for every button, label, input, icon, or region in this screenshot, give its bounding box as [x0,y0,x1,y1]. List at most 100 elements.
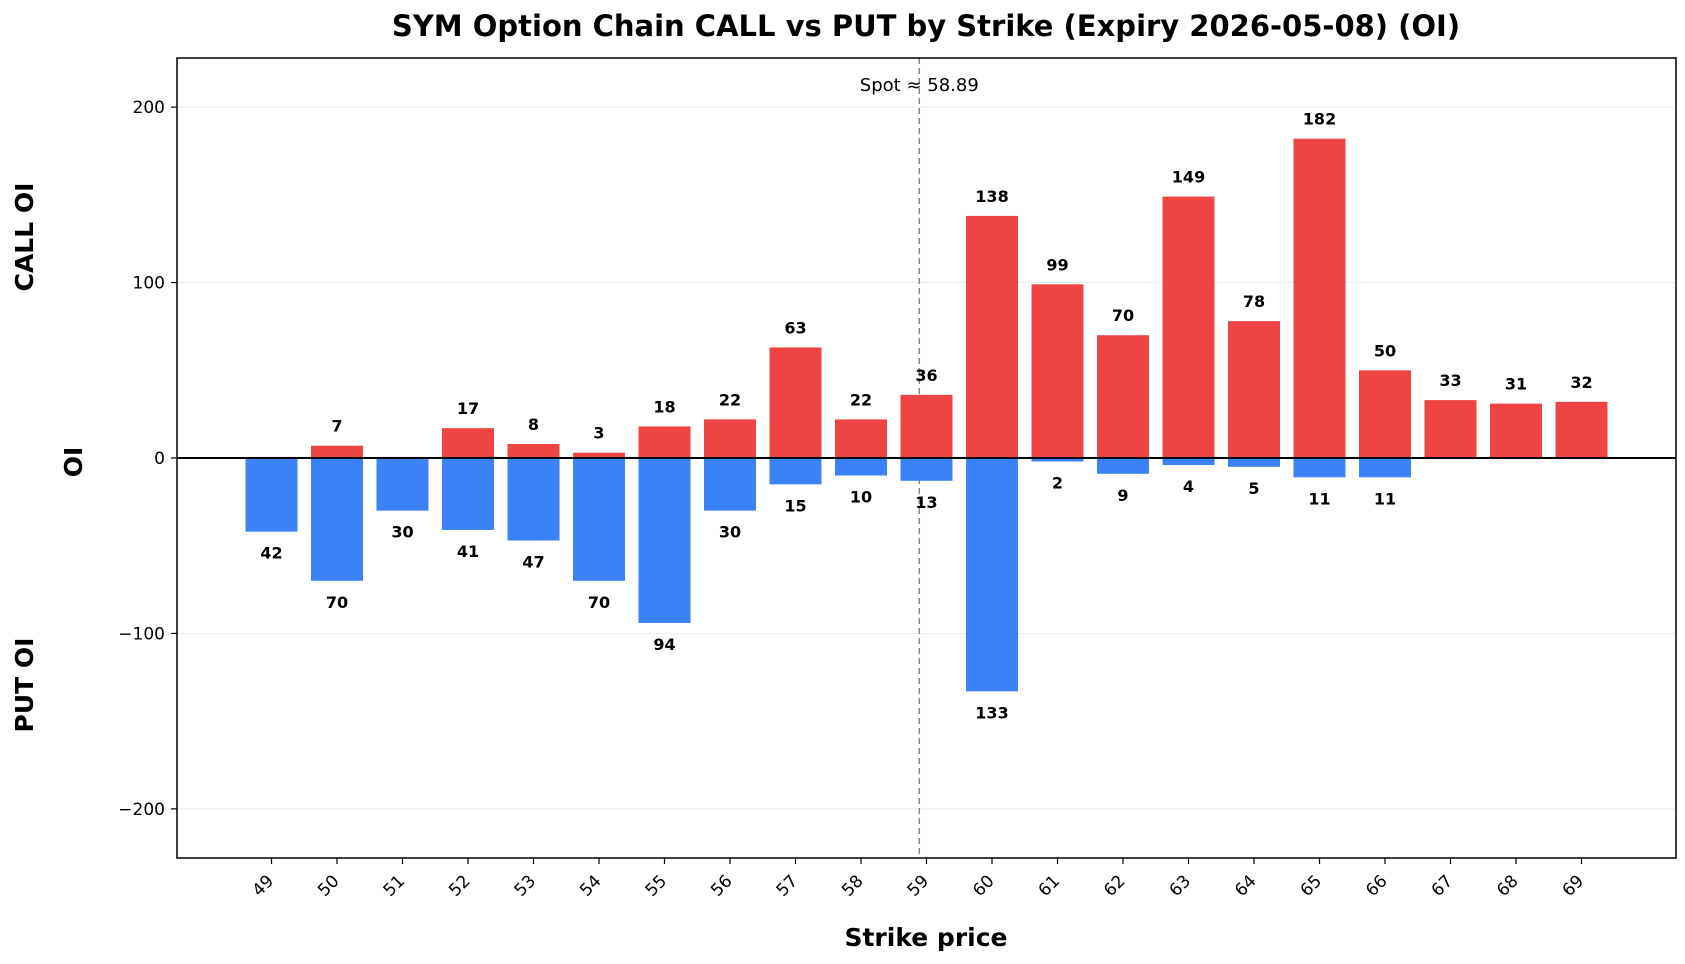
put-value-label: 11 [1374,489,1396,508]
y-tick-label: 100 [133,274,165,294]
call-bar [835,419,887,458]
call-value-label: 8 [528,415,539,434]
x-tick-label: 55 [642,871,671,900]
x-tick-label: 67 [1428,871,1457,900]
call-value-label: 63 [784,318,806,337]
x-tick-label: 63 [1166,871,1195,900]
call-value-label: 7 [331,417,342,436]
call-bar [1031,284,1084,458]
put-bar [442,458,494,530]
call-value-label: 36 [915,366,937,385]
x-tick-label: 54 [576,871,605,900]
put-value-label: 70 [326,593,348,612]
put-value-label: 42 [260,544,282,563]
call-bar [769,347,822,458]
put-bar [769,458,822,485]
call-bar [1293,138,1346,458]
put-value-label: 30 [719,523,741,542]
x-tick-label: 57 [773,871,802,900]
call-value-label: 70 [1112,306,1134,325]
put-value-label: 94 [653,635,675,654]
y-tick-label: 200 [133,98,165,118]
call-bar [1162,196,1215,458]
call-bar [1490,403,1542,458]
call-value-label: 149 [1172,168,1205,187]
bars [245,138,1608,692]
put-bar [638,458,691,623]
put-bar [835,458,887,476]
put-bar [1097,458,1149,474]
put-bar [1162,458,1215,466]
put-value-label: 15 [784,496,806,515]
call-bar [966,215,1018,458]
call-value-label: 182 [1303,110,1336,129]
call-value-label: 22 [719,390,741,409]
x-axis-title: Strike price [844,923,1007,952]
put-value-label: 133 [975,703,1008,722]
call-value-label: 3 [593,424,604,443]
y-tick-label: −200 [118,800,165,820]
x-tick-label: 59 [904,871,933,900]
x-tick-label: 53 [511,871,540,900]
chart-title: SYM Option Chain CALL vs PUT by Strike (… [392,9,1460,43]
call-bar [311,445,363,458]
call-bar [442,428,494,458]
put-bar [245,458,298,532]
x-tick-label: 56 [707,871,736,900]
put-bar [1228,458,1280,467]
call-value-label: 18 [653,397,675,416]
call-value-label: 32 [1570,373,1592,392]
call-value-label: 99 [1046,255,1068,274]
put-value-label: 11 [1308,489,1330,508]
x-tick-label: 65 [1297,871,1326,900]
call-bar [638,426,691,458]
put-value-label: 13 [915,493,937,512]
call-bar [900,394,953,458]
x-tick-label: 64 [1231,871,1260,900]
put-value-label: 30 [391,523,413,542]
x-tick-label: 52 [445,871,474,900]
x-tick-label: 51 [380,871,409,900]
put-value-label: 10 [850,488,872,507]
x-tick-label: 68 [1493,871,1522,900]
put-bar [376,458,429,511]
put-bar [507,458,560,541]
put-value-label: 4 [1183,477,1194,496]
call-bar [507,443,560,458]
x-tick-label: 58 [838,871,867,900]
x-tick-label: 66 [1362,871,1391,900]
call-value-label: 17 [457,399,479,418]
put-value-label: 9 [1117,486,1128,505]
y-axis-title-put: PUT OI [10,638,39,733]
x-tick-label: 62 [1100,871,1129,900]
x-tick-label: 69 [1559,871,1588,900]
call-bar [1097,335,1149,458]
call-bar [704,419,756,458]
x-tick-label: 60 [969,871,998,900]
put-bar [1359,458,1411,478]
put-value-label: 2 [1052,474,1063,493]
plot-frame [176,57,1677,859]
call-value-label: 31 [1505,375,1527,394]
call-value-label: 138 [975,187,1008,206]
call-bar [1228,321,1280,458]
data-labels: 4277030174184737018942230631522103613138… [260,110,1592,723]
put-value-label: 41 [457,542,479,561]
call-value-label: 50 [1374,341,1396,360]
put-bar [704,458,756,511]
put-value-label: 5 [1248,479,1259,498]
put-bar [900,458,953,481]
call-value-label: 22 [850,390,872,409]
x-tick-label: 50 [314,871,343,900]
spot-label: Spot ≈ 58.89 [860,75,979,96]
put-bar [966,458,1018,692]
put-bar [1031,458,1084,462]
call-bar [1424,400,1477,458]
y-axis-ticks: −200 −100 0 100 200 [118,98,177,820]
y-axis-title-call: CALL OI [10,183,39,292]
call-bar [573,452,625,458]
call-bar [1555,401,1608,458]
x-axis-ticks: 49 50 51 52 53 54 55 56 57 58 59 60 61 62 63 64 65 66 67 68… [249,858,1588,901]
call-value-label: 78 [1243,292,1265,311]
